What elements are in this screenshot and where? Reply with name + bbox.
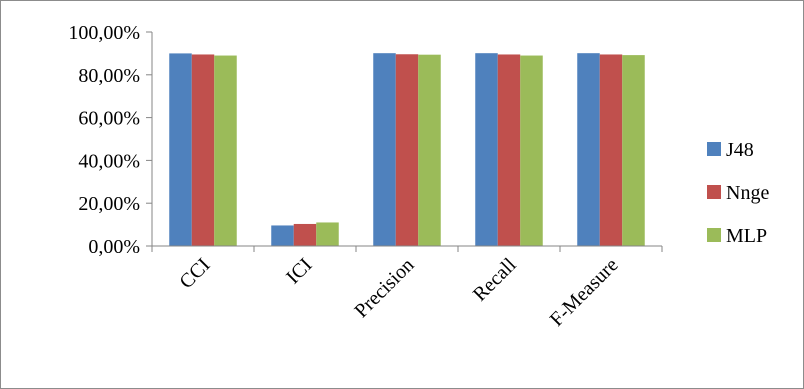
bars	[169, 53, 645, 247]
y-tick-label: 40,00%	[78, 150, 140, 172]
bar-j48-recall	[475, 53, 498, 246]
y-tick-label: 100,00%	[68, 22, 140, 44]
bar-mlp-ici	[316, 222, 339, 246]
y-tick-label: 20,00%	[78, 193, 140, 215]
bar-nnge-precision	[395, 54, 419, 247]
legend-label-j48: J48	[726, 139, 754, 161]
bar-nnge-recall	[497, 54, 521, 246]
y-tick-label: 0,00%	[88, 236, 140, 258]
bar-mlp-precision	[418, 54, 441, 247]
bar-nnge-ici	[293, 223, 317, 246]
y-tick-label: 80,00%	[78, 65, 140, 87]
legend: J48 Nnge MLP	[707, 139, 769, 247]
bar-nnge-f-measure	[599, 54, 623, 246]
bar-mlp-f-measure	[622, 55, 645, 246]
bar-mlp-recall	[520, 55, 543, 246]
legend-swatch-mlp	[707, 228, 721, 242]
y-axis: 0,00% 20,00% 40,00% 60,00% 80,00% 100,00%	[68, 22, 153, 258]
bar-nnge-cci	[191, 54, 215, 246]
legend-swatch-nnge	[707, 185, 721, 199]
bar-j48-cci	[169, 53, 192, 247]
bar-j48-ici	[271, 225, 294, 246]
legend-swatch-j48	[707, 142, 721, 156]
legend-label-mlp: MLP	[726, 225, 767, 247]
bar-mlp-cci	[214, 55, 237, 246]
bar-j48-f-measure	[577, 53, 600, 246]
y-tick-label: 60,00%	[78, 108, 140, 130]
bar-j48-precision	[373, 53, 396, 246]
legend-label-nnge: Nnge	[726, 182, 769, 204]
